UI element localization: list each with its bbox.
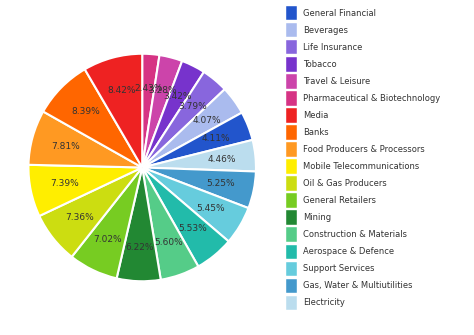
Wedge shape <box>142 61 204 168</box>
Text: 5.60%: 5.60% <box>155 238 183 247</box>
Text: 7.39%: 7.39% <box>50 180 79 189</box>
Text: 5.25%: 5.25% <box>206 179 235 188</box>
Text: 3.28%: 3.28% <box>148 86 177 95</box>
FancyBboxPatch shape <box>286 6 297 20</box>
FancyBboxPatch shape <box>286 245 297 259</box>
FancyBboxPatch shape <box>286 108 297 123</box>
FancyBboxPatch shape <box>286 279 297 293</box>
Text: Support Services: Support Services <box>303 264 374 273</box>
Wedge shape <box>142 72 225 168</box>
Text: 7.02%: 7.02% <box>93 235 122 244</box>
Wedge shape <box>117 168 161 281</box>
Wedge shape <box>43 69 142 168</box>
Text: Gas, Water & Multiutilities: Gas, Water & Multiutilities <box>303 281 412 290</box>
Text: Pharmaceutical & Biotechnology: Pharmaceutical & Biotechnology <box>303 94 440 103</box>
Text: Electricity: Electricity <box>303 298 345 308</box>
Text: 5.53%: 5.53% <box>179 224 207 233</box>
Text: 5.45%: 5.45% <box>196 204 225 213</box>
Wedge shape <box>72 168 142 278</box>
FancyBboxPatch shape <box>286 193 297 208</box>
Text: 7.36%: 7.36% <box>65 212 94 221</box>
Text: 8.42%: 8.42% <box>107 86 136 95</box>
FancyBboxPatch shape <box>286 159 297 174</box>
Text: Media: Media <box>303 111 328 120</box>
Text: Aerospace & Defence: Aerospace & Defence <box>303 247 394 256</box>
FancyBboxPatch shape <box>286 210 297 225</box>
Wedge shape <box>142 168 198 280</box>
FancyBboxPatch shape <box>286 40 297 55</box>
Wedge shape <box>85 54 142 168</box>
Wedge shape <box>142 168 256 208</box>
Wedge shape <box>28 112 142 168</box>
Text: 4.46%: 4.46% <box>207 155 236 164</box>
Wedge shape <box>142 140 256 172</box>
FancyBboxPatch shape <box>286 142 297 157</box>
FancyBboxPatch shape <box>286 23 297 38</box>
Text: 4.07%: 4.07% <box>192 116 221 125</box>
FancyBboxPatch shape <box>286 176 297 191</box>
Wedge shape <box>142 89 242 168</box>
FancyBboxPatch shape <box>286 57 297 71</box>
Wedge shape <box>142 54 160 168</box>
Text: Banks: Banks <box>303 128 328 137</box>
Text: 3.42%: 3.42% <box>164 92 192 101</box>
FancyBboxPatch shape <box>286 227 297 242</box>
Text: Oil & Gas Producers: Oil & Gas Producers <box>303 179 387 188</box>
Text: Beverages: Beverages <box>303 26 348 35</box>
Text: Mobile Telecommunications: Mobile Telecommunications <box>303 162 419 171</box>
FancyBboxPatch shape <box>286 125 297 140</box>
Text: 7.81%: 7.81% <box>51 142 80 151</box>
Text: Mining: Mining <box>303 213 331 222</box>
FancyBboxPatch shape <box>286 91 297 106</box>
Wedge shape <box>39 168 142 257</box>
Text: Life Insurance: Life Insurance <box>303 43 363 52</box>
Text: Travel & Leisure: Travel & Leisure <box>303 77 370 86</box>
FancyBboxPatch shape <box>286 262 297 276</box>
Text: Food Producers & Processors: Food Producers & Processors <box>303 145 425 154</box>
Text: 6.22%: 6.22% <box>126 243 154 252</box>
Text: 8.39%: 8.39% <box>71 107 100 116</box>
Wedge shape <box>142 168 248 242</box>
Text: 4.11%: 4.11% <box>202 134 231 143</box>
Text: Tobacco: Tobacco <box>303 60 337 69</box>
Text: Construction & Materials: Construction & Materials <box>303 230 407 239</box>
Text: General Financial: General Financial <box>303 9 376 18</box>
FancyBboxPatch shape <box>286 74 297 88</box>
Wedge shape <box>142 113 253 168</box>
Text: 3.79%: 3.79% <box>179 102 208 111</box>
Wedge shape <box>142 55 182 168</box>
FancyBboxPatch shape <box>286 296 297 310</box>
Wedge shape <box>142 168 228 266</box>
Text: General Retailers: General Retailers <box>303 196 376 205</box>
Wedge shape <box>28 165 142 216</box>
Text: 2.43%: 2.43% <box>134 84 163 92</box>
